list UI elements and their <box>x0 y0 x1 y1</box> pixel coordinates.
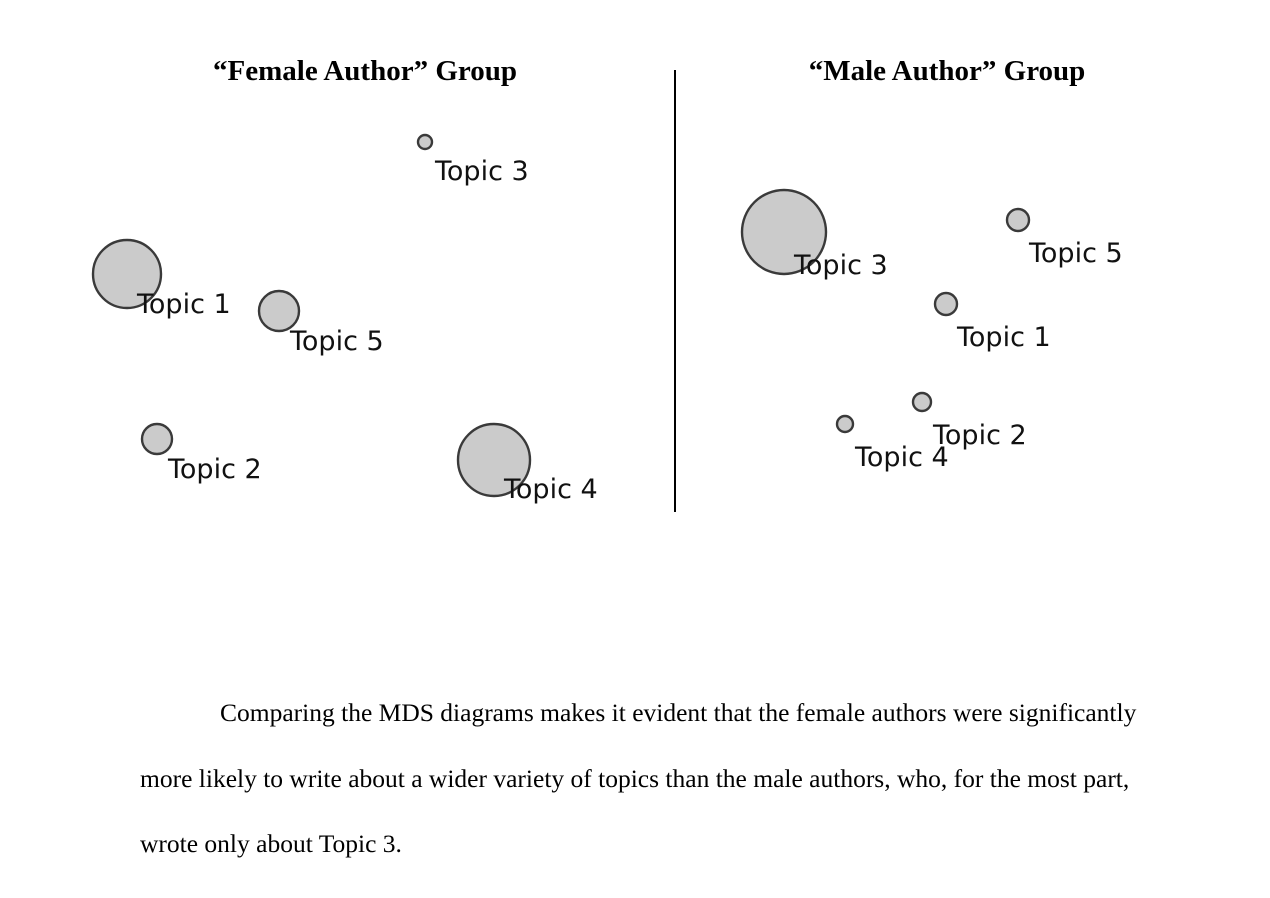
male-topic-1-label: Topic 1 <box>956 322 1051 353</box>
female-topic-3-label: Topic 3 <box>434 156 529 187</box>
female-topic-1-label: Topic 1 <box>136 289 231 320</box>
female-topic-4-bubble <box>456 422 532 498</box>
male-topic-3-bubble <box>740 188 828 276</box>
male-topic-3-label: Topic 3 <box>793 250 888 281</box>
female-topic-2-bubble <box>140 422 174 456</box>
male-topic-2-bubble <box>911 391 933 413</box>
female-mds-diagram: Topic 1 Topic 2 Topic 3 Topic 4 Topic 5 <box>91 133 598 505</box>
female-topic-3-bubble <box>416 133 434 151</box>
female-topic-1-bubble <box>91 238 163 310</box>
panel-divider <box>674 70 676 512</box>
male-group-title: “Male Author” Group <box>808 55 1086 87</box>
body-paragraph: Comparing the MDS diagrams makes it evid… <box>140 698 1137 858</box>
female-topic-5-label: Topic 5 <box>289 326 384 357</box>
male-topic-5-bubble <box>1005 207 1031 233</box>
male-mds-diagram: Topic 3 Topic 5 Topic 1 Topic 2 Topic 4 <box>740 188 1123 473</box>
male-topic-2-label: Topic 2 <box>932 420 1027 451</box>
male-topic-4-bubble <box>835 414 855 434</box>
male-topic-5-label: Topic 5 <box>1028 238 1123 269</box>
female-topic-5-bubble <box>257 289 301 333</box>
male-topic-1-bubble <box>933 291 959 317</box>
female-topic-2-label: Topic 2 <box>167 454 262 485</box>
female-topic-4-label: Topic 4 <box>503 474 598 505</box>
mds-diagrams: Topic 1 Topic 2 Topic 3 Topic 4 Topic 5 … <box>91 133 1123 505</box>
female-group-title: “Female Author” Group <box>213 55 517 87</box>
male-topic-4-label: Topic 4 <box>854 442 949 473</box>
